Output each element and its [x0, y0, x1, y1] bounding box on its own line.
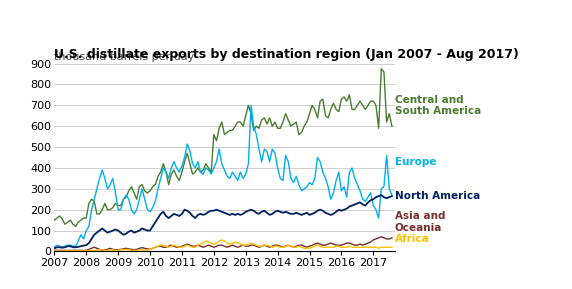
Text: U.S. distillate exports by destination region (Jan 2007 - Aug 2017): U.S. distillate exports by destination r… [54, 48, 519, 61]
Text: Central and
South America: Central and South America [395, 95, 481, 116]
Text: Europe: Europe [395, 157, 436, 167]
Text: Africa: Africa [395, 234, 430, 244]
Text: North America: North America [395, 191, 480, 201]
Text: thousand barrels per day: thousand barrels per day [54, 52, 194, 62]
Text: Asia and
Oceania: Asia and Oceania [395, 212, 446, 233]
